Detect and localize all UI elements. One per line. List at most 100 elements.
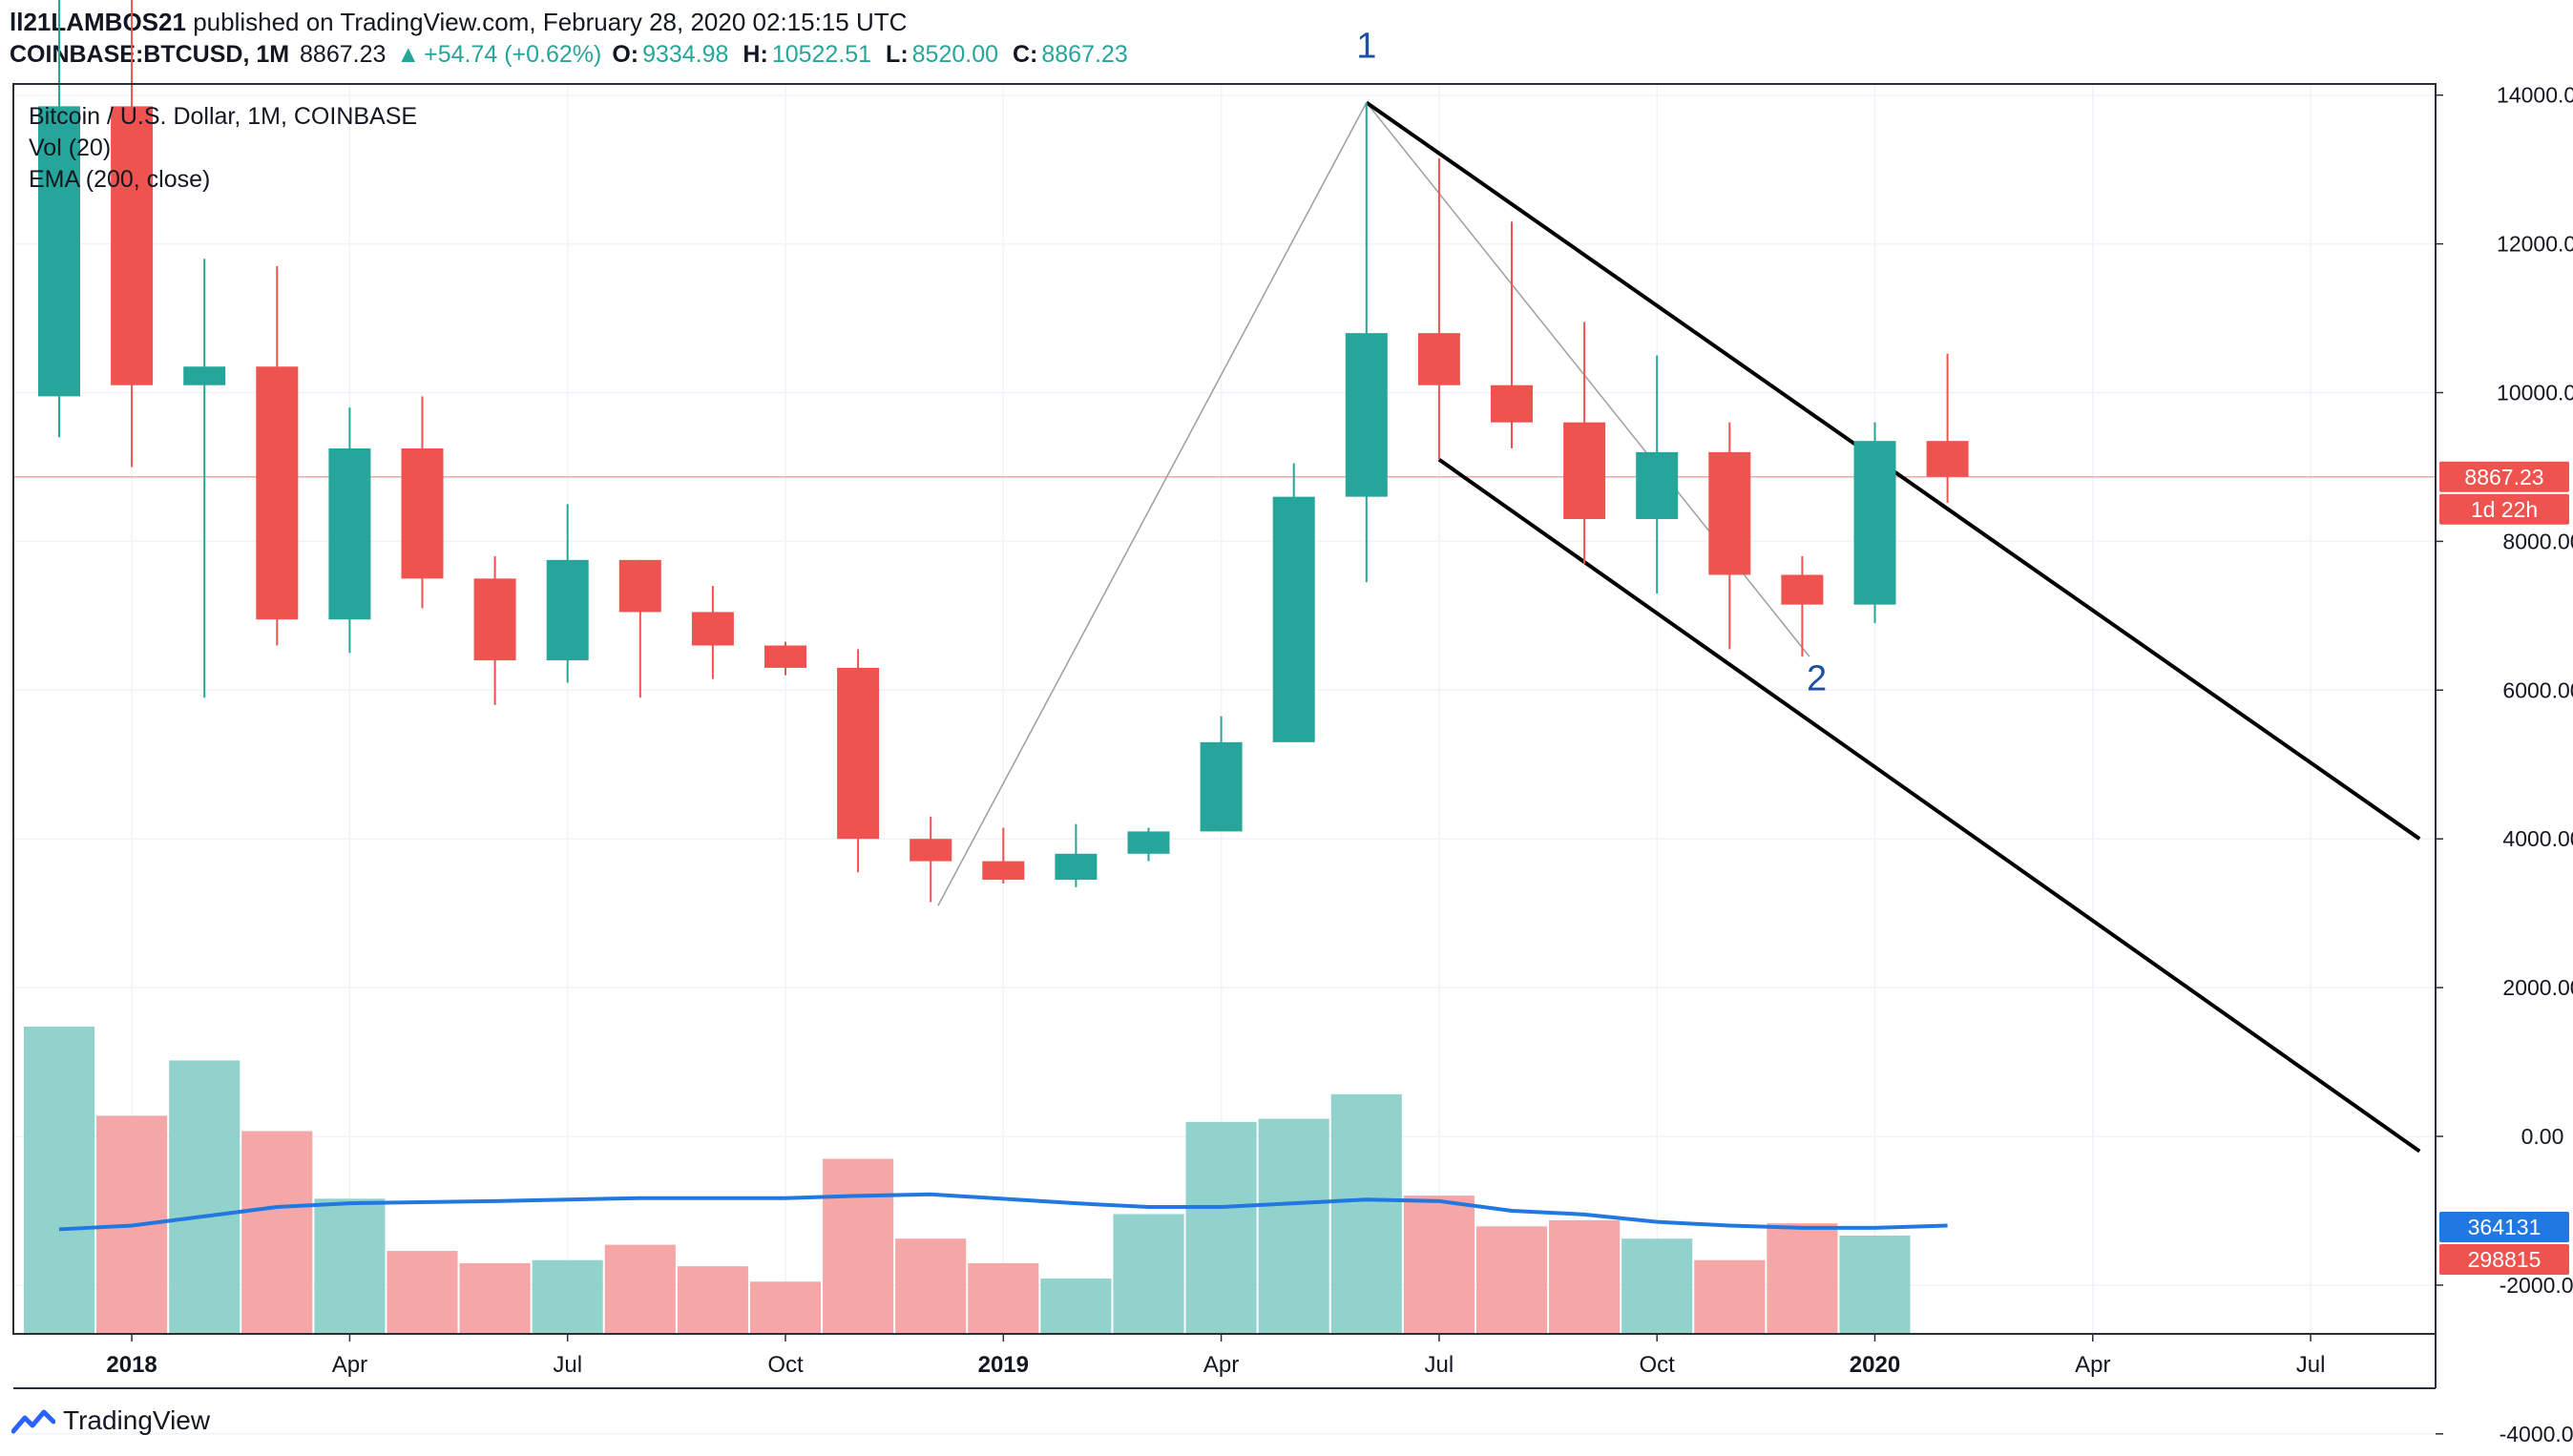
candle-body bbox=[837, 667, 880, 840]
volume-bar bbox=[1040, 1279, 1112, 1334]
candle-body bbox=[764, 645, 806, 668]
candle-body bbox=[1200, 741, 1243, 832]
volume-bar bbox=[459, 1262, 531, 1334]
candle bbox=[328, 407, 371, 654]
volume-bar bbox=[241, 1131, 313, 1334]
volume-bar bbox=[1621, 1238, 1693, 1334]
volume-value-badge-text: 298815 bbox=[2468, 1247, 2542, 1272]
countdown-badge-bg bbox=[2439, 493, 2569, 525]
price-tick-label: 10000.00 bbox=[2497, 381, 2573, 406]
countdown-badge-text: 1d 22h bbox=[2471, 497, 2538, 522]
candle bbox=[183, 259, 226, 698]
symbol-ohlc-line: COINBASE:BTCUSD, 1M 8867.23 ▲ +54.74 (+0.… bbox=[10, 38, 1136, 71]
candle bbox=[1491, 221, 1533, 448]
volume-bar bbox=[169, 1060, 241, 1334]
chart-grid bbox=[13, 84, 2436, 1435]
volume-bar bbox=[1185, 1121, 1257, 1334]
close-label: C: bbox=[1012, 41, 1038, 68]
countdown-badge: 1d 22h bbox=[2439, 493, 2569, 525]
candle-body bbox=[401, 447, 444, 579]
time-tick-label: Jul bbox=[553, 1352, 582, 1378]
candle-body bbox=[1491, 385, 1533, 423]
volume-value-badge-bg bbox=[2439, 1244, 2569, 1275]
candle-body bbox=[183, 366, 226, 385]
tradingview-footer[interactable]: TradingView bbox=[11, 1405, 210, 1436]
volume-bar bbox=[1330, 1093, 1402, 1334]
time-tick-label: 2020 bbox=[1850, 1352, 1900, 1378]
price-tick-label: 12000.00 bbox=[2497, 232, 2573, 257]
high-label: H: bbox=[743, 41, 768, 68]
volume-bar bbox=[1839, 1235, 1911, 1334]
candle bbox=[618, 559, 661, 698]
volume-bar bbox=[1475, 1226, 1548, 1334]
candle-body bbox=[691, 612, 734, 646]
symbol-name: COINBASE:BTCUSD, 1M bbox=[10, 41, 290, 68]
candle bbox=[764, 641, 806, 676]
drawings: 1.618(23806.59)12 bbox=[13, 27, 2436, 1154]
price-axis[interactable]: 28000.0026000.0024000.0022000.0020000.00… bbox=[2436, 0, 2573, 1446]
up-triangle-icon: ▲ bbox=[396, 41, 421, 68]
close-value: 8867.23 bbox=[1041, 41, 1128, 68]
candle bbox=[1636, 355, 1679, 593]
author-name[interactable]: ll21LAMBOS21 bbox=[10, 8, 186, 36]
price-tick-label: 0.00 bbox=[2521, 1124, 2564, 1149]
time-tick-label: Apr bbox=[2075, 1352, 2110, 1378]
volume-bar bbox=[23, 1027, 95, 1334]
ema-value-badge-bg bbox=[2439, 1212, 2569, 1242]
time-tick-label: Apr bbox=[332, 1352, 367, 1378]
volume-bar bbox=[532, 1259, 603, 1334]
last-price-badge-text: 8867.23 bbox=[2464, 465, 2543, 489]
volume-bar bbox=[387, 1251, 458, 1334]
volume-bar bbox=[604, 1244, 676, 1334]
candle-body bbox=[1636, 451, 1679, 520]
candle bbox=[1345, 102, 1388, 583]
candle bbox=[111, 0, 154, 468]
ema-value-badge: 364131 bbox=[2439, 1212, 2569, 1242]
chart-legend: Bitcoin / U.S. Dollar, 1M, COINBASE Vol … bbox=[29, 103, 417, 193]
tradingview-logo-icon bbox=[11, 1409, 55, 1434]
time-tick-label: 2018 bbox=[106, 1352, 157, 1378]
time-tick-label: 2019 bbox=[978, 1352, 1029, 1378]
candle-body bbox=[982, 861, 1025, 881]
wave-label: 2 bbox=[1807, 658, 1827, 698]
candle bbox=[1926, 353, 1969, 503]
volume-bars bbox=[23, 1027, 1911, 1334]
time-tick-label: Apr bbox=[1203, 1352, 1239, 1378]
publish-info: published on TradingView.com, February 2… bbox=[193, 8, 908, 36]
candle-body bbox=[1345, 333, 1388, 497]
open-value: 9334.98 bbox=[642, 41, 729, 68]
candle-body bbox=[38, 106, 80, 397]
time-axis[interactable]: 2018 Apr Jul Oct 2019 Apr Jul Oct 2020 Apr Jul bbox=[106, 1334, 2325, 1378]
wave-line bbox=[937, 102, 1368, 906]
chart-frame bbox=[12, 83, 2437, 1389]
candle-body bbox=[1127, 831, 1170, 854]
legend-ema: EMA (200, close) bbox=[29, 166, 210, 193]
volume-bar bbox=[314, 1198, 386, 1334]
candle-body bbox=[546, 559, 589, 661]
candle bbox=[1563, 322, 1606, 564]
price-tick-label: -4000.00 bbox=[2500, 1422, 2573, 1446]
candle bbox=[982, 827, 1025, 884]
price-tick-label: 2000.00 bbox=[2502, 975, 2573, 1000]
price-tick-label: 14000.00 bbox=[2497, 83, 2573, 108]
ema-value-badge-text: 364131 bbox=[2468, 1215, 2542, 1239]
last-price-badge: 8867.23 bbox=[2439, 461, 2569, 492]
candle-body bbox=[1926, 441, 1969, 477]
legend-title: Bitcoin / U.S. Dollar, 1M, COINBASE bbox=[29, 103, 417, 130]
last-price-badge-bg bbox=[2439, 461, 2569, 492]
candle bbox=[1055, 823, 1098, 887]
candle-body bbox=[328, 447, 371, 620]
publish-header: ll21LAMBOS21 published on TradingView.co… bbox=[10, 6, 907, 38]
volume-bar bbox=[1549, 1219, 1621, 1334]
candle bbox=[1781, 555, 1824, 657]
candle-body bbox=[1417, 333, 1460, 385]
channel-lower-line bbox=[1437, 458, 2421, 1154]
volume-bar bbox=[1113, 1214, 1184, 1334]
candle-body bbox=[1055, 853, 1098, 881]
volume-bar bbox=[1258, 1118, 1329, 1334]
volume-bar bbox=[749, 1281, 822, 1334]
candle bbox=[1272, 463, 1315, 742]
volume-bar bbox=[968, 1262, 1039, 1334]
low-label: L: bbox=[886, 41, 909, 68]
